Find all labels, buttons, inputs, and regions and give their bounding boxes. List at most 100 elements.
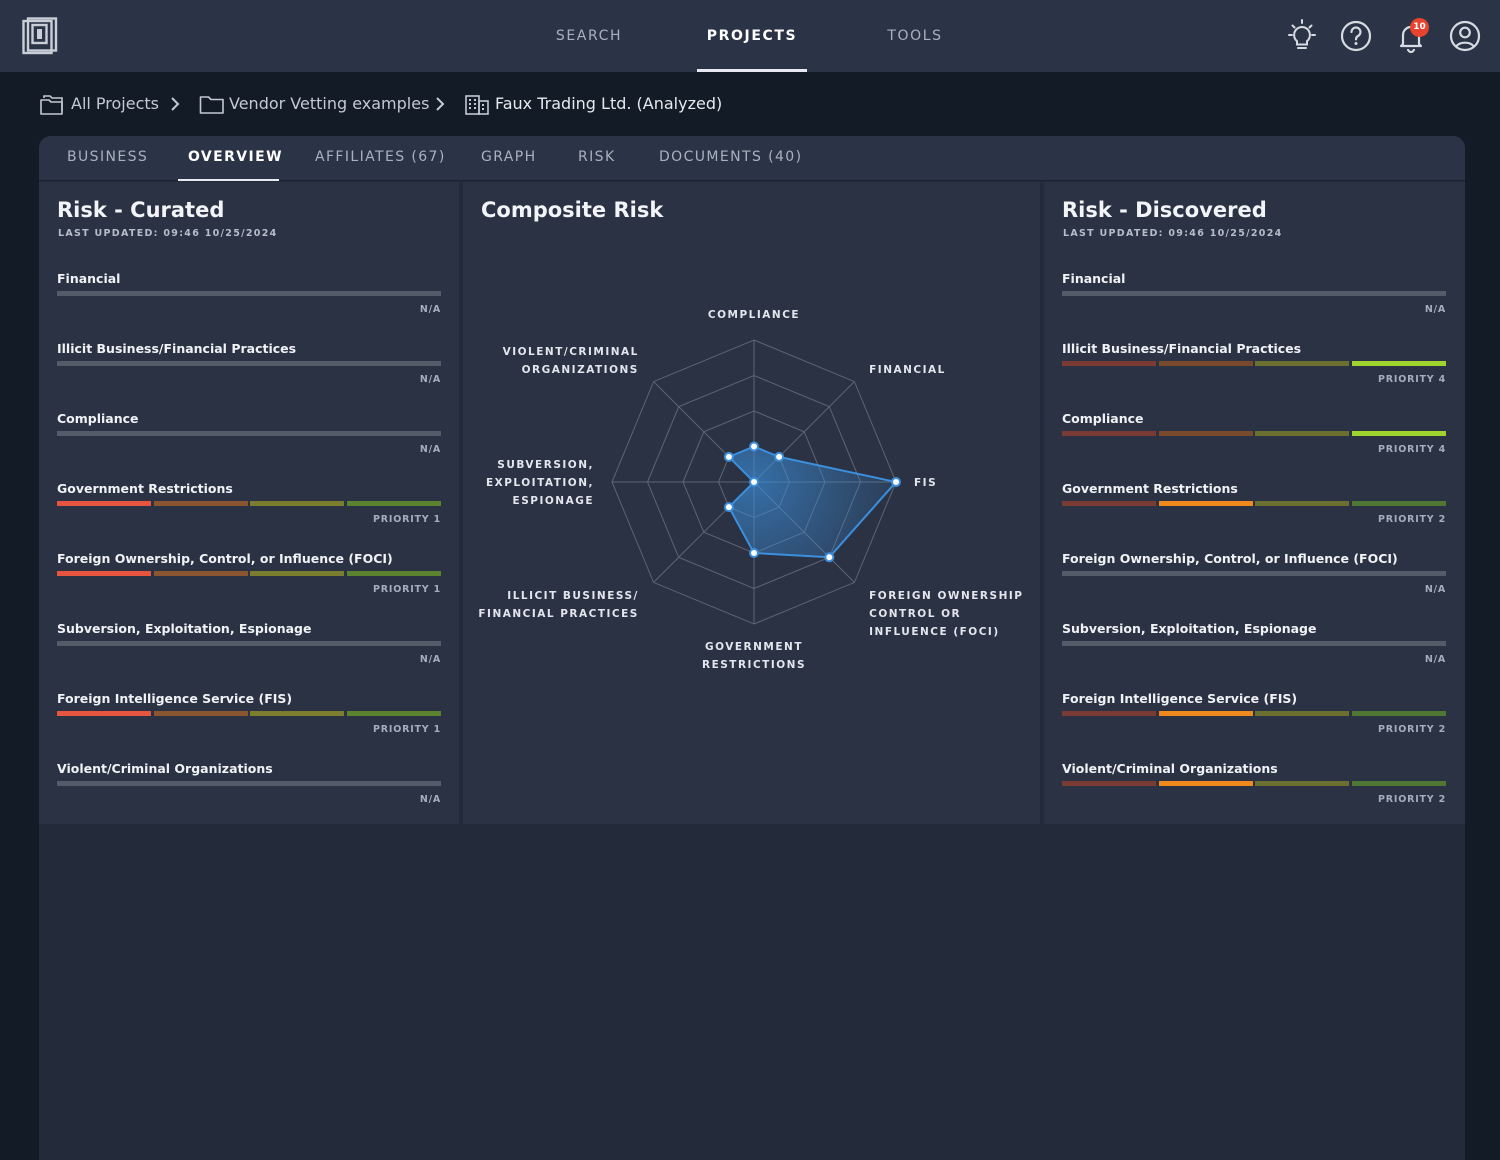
building-icon <box>465 95 489 115</box>
radar-axis-label-line: FOREIGN OWNERSHIP <box>869 590 1023 602</box>
risk-level-bar <box>1062 781 1447 786</box>
risk-level-bar <box>1062 711 1447 716</box>
radar-data-point <box>749 477 759 487</box>
risk-category-row[interactable]: Foreign Ownership, Control, or Influence… <box>57 551 442 611</box>
help-icon[interactable] <box>1338 18 1374 54</box>
risk-level-bar <box>1062 571 1446 576</box>
risk-bar-segment <box>1062 711 1156 716</box>
risk-bar-segment <box>57 501 151 506</box>
risk-category-row[interactable]: Illicit Business/Financial Practices PRIO… <box>1062 341 1447 401</box>
card-title: Risk - Discovered <box>1062 198 1267 222</box>
radar-axis-label-line: INFLUENCE (FOCI) <box>869 626 1000 638</box>
risk-level-bar <box>57 781 441 786</box>
risk-level-bar <box>1062 361 1447 366</box>
nav-tools[interactable]: TOOLS <box>887 28 943 44</box>
risk-priority-label: N/A <box>419 374 441 385</box>
radar-axis-label-line: CONTROL OR <box>869 608 961 620</box>
tab-bar: BUSINESS OVERVIEW AFFILIATES (67) GRAPH … <box>39 136 1465 181</box>
radar-axis-label: ILLICIT BUSINESS/FINANCIAL PRACTICES <box>478 590 639 620</box>
nav-active-indicator <box>697 69 807 72</box>
risk-discovered-card: Risk - Discovered LAST UPDATED: 09:46 10… <box>1044 182 1465 824</box>
risk-bar-segment <box>153 711 248 716</box>
risk-bar-segment <box>1255 431 1350 436</box>
risk-category-row[interactable]: Government Restrictions PRIORITY 2 <box>1062 481 1447 541</box>
risk-level-bar <box>57 711 442 716</box>
risk-bar-segment <box>1158 711 1253 716</box>
risk-level-bar <box>1062 431 1447 436</box>
risk-category-row[interactable]: Foreign Intelligence Service (FIS) PRIORI… <box>1062 691 1447 751</box>
radar-axis-label-line: RESTRICTIONS <box>702 659 806 671</box>
risk-bar-segment <box>250 501 345 506</box>
nav-projects[interactable]: PROJECTS <box>706 28 798 44</box>
risk-category-row[interactable]: Government Restrictions PRIORITY 1 <box>57 481 442 541</box>
tab-business[interactable]: BUSINESS <box>67 149 149 165</box>
risk-category-row[interactable]: Foreign Intelligence Service (FIS) PRIORI… <box>57 691 442 751</box>
folders-icon <box>40 95 63 115</box>
risk-priority-label: N/A <box>419 654 441 665</box>
risk-priority-label: PRIORITY 2 <box>1377 724 1446 735</box>
risk-bar-segment <box>1352 431 1447 436</box>
risk-bar-empty <box>57 781 441 786</box>
risk-priority-label: PRIORITY 2 <box>1377 794 1446 805</box>
last-updated: LAST UPDATED: 09:46 10/25/2024 <box>1063 228 1283 239</box>
risk-category-row[interactable]: Illicit Business/Financial Practices N/A <box>57 341 441 401</box>
risk-priority-label: PRIORITY 2 <box>1377 514 1446 525</box>
risk-bar-segment <box>1158 361 1253 366</box>
risk-category-row[interactable]: Violent/Criminal Organizations N/A <box>57 761 441 821</box>
risk-category-label: Compliance <box>57 411 139 426</box>
tab-affiliates[interactable]: AFFILIATES (67) <box>315 149 446 165</box>
radar-data-point <box>723 451 734 462</box>
breadcrumb: All Projects Vendor Vetting examples Fau… <box>40 88 800 120</box>
risk-priority-label: PRIORITY 4 <box>1377 444 1446 455</box>
risk-category-row[interactable]: Violent/Criminal Organizations PRIORITY 2 <box>1062 761 1447 821</box>
risk-priority-label: PRIORITY 1 <box>372 584 441 595</box>
risk-bar-segment <box>1352 361 1447 366</box>
risk-bar-segment <box>1062 781 1156 786</box>
risk-category-row[interactable]: Subversion, Exploitation, Espionage N/A <box>1062 621 1446 681</box>
risk-level-bar <box>57 641 441 646</box>
risk-category-label: Government Restrictions <box>57 481 233 496</box>
user-icon[interactable] <box>1447 18 1483 54</box>
risk-category-row[interactable]: Financial N/A <box>1062 271 1446 331</box>
risk-category-row[interactable]: Foreign Ownership, Control, or Influence… <box>1062 551 1446 611</box>
risk-curated-card: Risk - Curated LAST UPDATED: 09:46 10/25… <box>39 182 459 824</box>
risk-level-bar <box>1062 641 1446 646</box>
risk-category-label: Foreign Ownership, Control, or Influence… <box>57 551 393 566</box>
breadcrumb-all-projects[interactable]: All Projects <box>71 94 159 113</box>
risk-bar-empty <box>57 641 441 646</box>
risk-category-row[interactable]: Financial N/A <box>57 271 441 331</box>
radar-data-point <box>824 552 835 563</box>
risk-priority-label: N/A <box>419 444 441 455</box>
tab-risk[interactable]: RISK <box>578 149 616 165</box>
logo-icon[interactable] <box>22 17 58 57</box>
risk-category-row[interactable]: Compliance N/A <box>57 411 441 471</box>
risk-bar-empty <box>57 361 441 366</box>
tab-graph[interactable]: GRAPH <box>481 149 537 165</box>
risk-level-bar <box>1062 501 1447 506</box>
tab-documents[interactable]: DOCUMENTS (40) <box>659 149 803 165</box>
radar-axis-label-line: GOVERNMENT <box>705 641 803 653</box>
risk-category-label: Financial <box>1062 271 1126 286</box>
radar-axis-label-line: FINANCIAL PRACTICES <box>478 608 639 620</box>
folder-icon <box>199 96 224 114</box>
radar-axis-label-line: FIS <box>914 477 937 489</box>
lightbulb-icon[interactable] <box>1284 18 1320 54</box>
risk-bar-segment <box>1062 361 1156 366</box>
risk-category-label: Illicit Business/Financial Practices <box>1062 341 1302 356</box>
breadcrumb-folder[interactable]: Vendor Vetting examples <box>229 94 430 113</box>
risk-bar-segment <box>250 571 345 576</box>
risk-category-row[interactable]: Subversion, Exploitation, Espionage N/A <box>57 621 441 681</box>
radar-data-point <box>749 548 759 558</box>
risk-bar-segment <box>1255 781 1350 786</box>
risk-category-row[interactable]: Compliance PRIORITY 4 <box>1062 411 1447 471</box>
nav-search[interactable]: SEARCH <box>555 28 623 44</box>
risk-category-label: Foreign Intelligence Service (FIS) <box>1062 691 1298 706</box>
radar-axis-label: COMPLIANCE <box>708 309 800 321</box>
risk-bar-segment <box>1062 501 1156 506</box>
risk-bar-segment <box>1158 501 1253 506</box>
tab-overview[interactable]: OVERVIEW <box>188 149 283 165</box>
radar-axis-label: GOVERNMENT RESTRICTIONS <box>702 641 806 671</box>
composite-risk-card: Composite Risk COMPLIANCE FINANCIAL FIS FOR… <box>463 182 1040 824</box>
radar-data-point <box>749 441 759 452</box>
risk-bar-segment <box>1352 781 1447 786</box>
